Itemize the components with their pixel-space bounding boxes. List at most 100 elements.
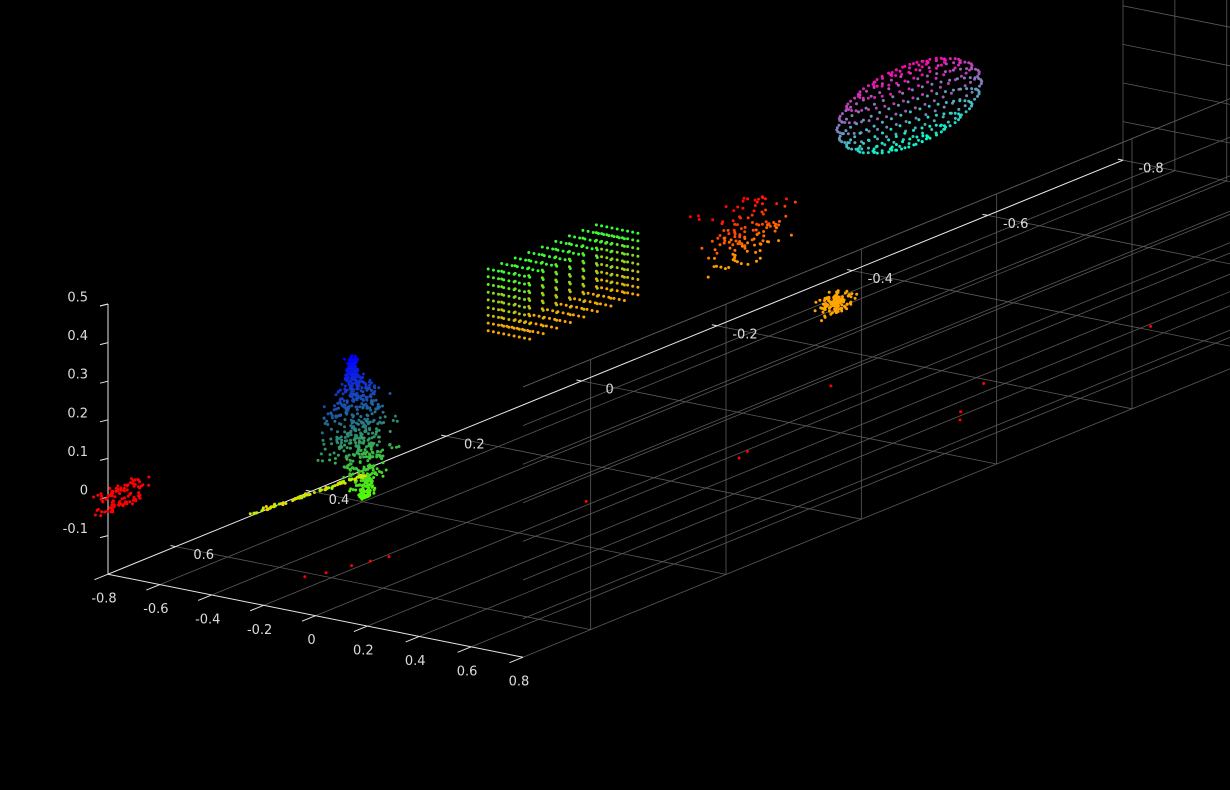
cloud-point [739, 216, 742, 220]
cube-point [517, 273, 521, 277]
grid-line [367, 273, 1230, 627]
cluster-point [350, 354, 354, 358]
ground-point [116, 484, 120, 488]
cluster-point [390, 446, 394, 450]
cluster-point [381, 474, 385, 478]
sphere-point [894, 148, 898, 152]
sphere-point [885, 115, 888, 119]
cloud-point [733, 235, 737, 239]
blob-point [850, 292, 854, 296]
sphere-point [939, 123, 943, 127]
cube-point [605, 279, 609, 283]
cluster-point [373, 472, 377, 476]
cluster-point [345, 446, 349, 450]
sphere-point [913, 126, 917, 130]
cluster-point [354, 444, 358, 447]
blob-point [834, 297, 838, 301]
cloud-point [731, 243, 735, 247]
sphere-point [921, 134, 925, 138]
cluster-point [371, 431, 375, 435]
grid-line [581, 380, 997, 465]
cube-point [491, 284, 495, 287]
cluster-point [372, 464, 376, 468]
sphere-point [917, 118, 921, 122]
sphere-point [948, 111, 952, 115]
ground-point [122, 503, 125, 507]
cube-point [497, 315, 500, 319]
x-tick-mark [94, 573, 109, 581]
cube-point [523, 282, 526, 286]
blob-point [855, 292, 859, 296]
cube-point [491, 307, 495, 311]
cluster-point [373, 389, 377, 393]
grid-line [159, 170, 1176, 585]
blob-point [833, 307, 837, 311]
sphere-point [838, 131, 842, 135]
cloud-point [716, 236, 720, 240]
sphere-point [838, 134, 842, 138]
cluster-point [352, 378, 356, 382]
cloud-point [697, 218, 701, 221]
sphere-point [850, 109, 854, 112]
ground-point [111, 509, 114, 512]
sphere-point [901, 140, 905, 144]
cube-point [582, 315, 586, 319]
cube-point [595, 286, 599, 290]
cube-point [567, 234, 571, 238]
cluster-point [346, 367, 350, 371]
cluster-point [343, 357, 346, 361]
cube-point [507, 279, 511, 283]
cluster-point [358, 455, 362, 459]
cluster-point [369, 408, 373, 412]
cluster-point [350, 393, 354, 397]
grid-line [522, 98, 1230, 388]
cluster-point [375, 453, 379, 457]
cluster-point [360, 452, 364, 456]
ground-point [129, 491, 133, 495]
cluster-point [329, 427, 333, 431]
blob-point [845, 307, 849, 311]
cluster-point [339, 441, 343, 445]
sphere-point [978, 84, 981, 88]
sphere-point [963, 60, 967, 64]
sphere-point [935, 72, 939, 76]
cube-point [546, 308, 549, 312]
cluster-point [350, 389, 354, 393]
cloud-point [688, 215, 692, 219]
cluster-point [352, 425, 355, 428]
cloud-point [727, 266, 731, 269]
cube-point [502, 278, 506, 282]
cube-point [590, 247, 594, 251]
cluster-point [357, 444, 361, 448]
cluster-point [374, 432, 378, 436]
cluster-point [375, 430, 378, 434]
sphere-point [936, 102, 940, 106]
cloud-point [740, 244, 744, 248]
cloud-point [727, 232, 731, 236]
cube-point [541, 316, 545, 320]
ground-point [131, 481, 135, 485]
cloud-point [766, 240, 769, 244]
sphere-point [903, 64, 907, 68]
sphere-point [854, 147, 858, 151]
cube-point [631, 246, 635, 250]
sphere-point [933, 109, 937, 113]
sphere-point [964, 71, 968, 75]
cluster-point [360, 496, 364, 500]
cluster-point [330, 416, 334, 420]
ground-point [100, 494, 104, 498]
sphere-point [894, 143, 898, 146]
grid-line [211, 180, 1227, 596]
cluster-point [371, 466, 375, 470]
sphere-point [867, 146, 870, 150]
cube-point [541, 332, 545, 336]
sphere-point [889, 78, 893, 82]
y-tick-mark [305, 489, 312, 492]
sphere-point [957, 107, 961, 111]
cluster-point [366, 459, 370, 463]
cloud-point [711, 218, 715, 222]
sphere-point [869, 114, 873, 118]
sphere-point [927, 104, 931, 108]
cube-point [497, 292, 500, 296]
sphere-point [967, 61, 971, 65]
